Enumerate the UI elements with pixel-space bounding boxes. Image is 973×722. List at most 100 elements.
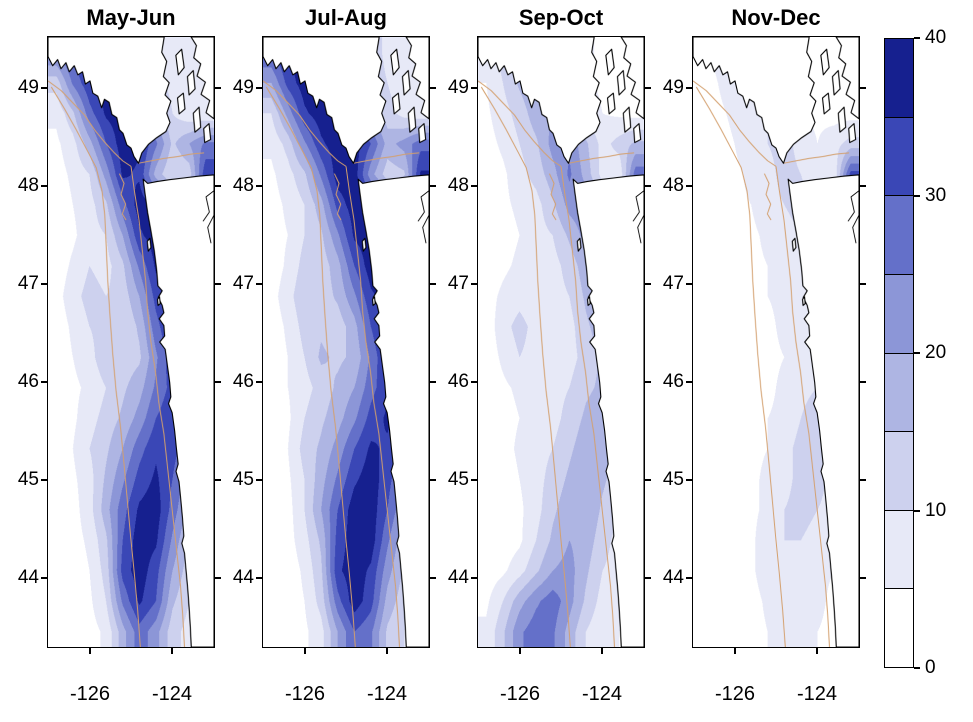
lon-tick-label: -124 [366, 683, 407, 705]
lon-tick-label: -124 [581, 683, 622, 705]
lat-tick-mark [430, 87, 436, 90]
lat-tick-mark [256, 478, 262, 481]
colorbar-segment [885, 195, 913, 274]
map-plot-1 [47, 36, 215, 648]
lat-tick-mark [41, 184, 47, 187]
lat-tick-label: 46 [17, 370, 39, 392]
lat-tick-label: 47 [17, 272, 39, 294]
colorbar-tick-mark [914, 37, 920, 39]
map-plot-2 [262, 36, 430, 648]
colorbar-segment [885, 116, 913, 196]
lat-tick-mark [215, 380, 221, 383]
lat-tick-label: 44 [447, 566, 469, 588]
lat-tick-label: 49 [662, 77, 684, 99]
lat-tick-mark [471, 380, 477, 383]
colorbar-tick-label: 20 [925, 342, 947, 363]
lon-tick-mark [304, 648, 306, 654]
lat-tick-label: 49 [17, 77, 39, 99]
lon-tick-label: -126 [284, 683, 326, 705]
lat-tick-label: 49 [232, 77, 254, 99]
lat-tick-mark [860, 282, 866, 285]
colorbar-tick-label: 10 [925, 499, 947, 521]
colorbar-tick-mark [914, 667, 920, 669]
lat-tick-mark [41, 282, 47, 285]
lat-tick-label: 48 [232, 174, 254, 196]
lat-tick-mark [41, 576, 47, 579]
lat-tick-mark [686, 380, 692, 383]
colorbar-tick-label: 40 [925, 27, 947, 48]
lat-tick-label: 45 [447, 468, 469, 490]
lat-tick-mark [471, 282, 477, 285]
lon-tick-label: -124 [151, 683, 192, 705]
panel-title-jul-aug: Jul-Aug [305, 5, 387, 30]
lat-tick-mark [256, 576, 262, 579]
lat-tick-mark [645, 282, 651, 285]
colorbar [884, 38, 914, 668]
lat-tick-mark [686, 478, 692, 481]
colorbar-segment [885, 588, 913, 667]
lat-tick-mark [215, 184, 221, 187]
lon-tick-mark [89, 648, 91, 654]
lat-tick-mark [430, 380, 436, 383]
lon-tick-mark [600, 648, 603, 654]
colorbar-segment [885, 431, 913, 510]
lat-tick-label: 47 [447, 272, 469, 294]
lat-tick-label: 44 [17, 566, 39, 588]
lat-tick-label: 49 [447, 77, 469, 99]
lat-tick-mark [860, 184, 866, 187]
panel-title-may-jun: May-Jun [86, 5, 176, 30]
lat-tick-mark [430, 478, 436, 481]
lat-tick-mark [860, 478, 866, 481]
map-plot-3 [477, 36, 645, 648]
lat-tick-mark [471, 576, 477, 579]
lat-tick-mark [471, 184, 477, 187]
lat-tick-label: 44 [232, 566, 254, 588]
lat-tick-mark [860, 576, 866, 579]
lon-tick-mark [519, 648, 521, 654]
lat-tick-label: 45 [662, 468, 684, 490]
lat-tick-mark [41, 478, 47, 481]
lat-tick-label: 48 [17, 174, 39, 196]
colorbar-segment [885, 509, 913, 589]
lat-tick-mark [471, 87, 477, 90]
map-canvas-1 [48, 37, 214, 647]
lon-tick-mark [170, 648, 173, 654]
map-canvas-2 [263, 37, 429, 647]
colorbar-tick-mark [914, 194, 920, 197]
map-canvas-4 [693, 37, 859, 647]
map-canvas-3 [478, 37, 644, 647]
lat-tick-mark [645, 478, 651, 481]
lat-tick-mark [686, 87, 692, 90]
lat-tick-mark [215, 87, 221, 90]
lat-tick-mark [645, 380, 651, 383]
lat-tick-label: 46 [447, 370, 469, 392]
colorbar-segment [885, 39, 913, 117]
lon-tick-label: -126 [499, 683, 541, 705]
lat-tick-label: 46 [662, 370, 684, 392]
lat-tick-mark [645, 87, 651, 90]
lat-tick-label: 45 [232, 468, 254, 490]
colorbar-tick-label: 0 [925, 657, 936, 678]
panel-title-sep-oct: Sep-Oct [518, 5, 604, 30]
lon-tick-mark [815, 648, 818, 654]
lat-tick-mark [256, 380, 262, 383]
lat-tick-mark [41, 87, 47, 90]
lat-tick-label: 48 [447, 174, 469, 196]
colorbar-tick-mark [914, 509, 920, 512]
lat-tick-mark [215, 576, 221, 579]
lat-tick-label: 47 [232, 272, 254, 294]
lat-tick-mark [430, 184, 436, 187]
colorbar-tick-mark [914, 352, 920, 354]
lat-tick-mark [256, 282, 262, 285]
lat-tick-label: 48 [662, 174, 684, 196]
lon-tick-mark [734, 648, 736, 654]
lat-tick-label: 45 [17, 468, 39, 490]
lat-tick-mark [471, 478, 477, 481]
lat-tick-mark [860, 87, 866, 90]
lat-tick-mark [41, 380, 47, 383]
map-plot-4 [692, 36, 860, 648]
lat-tick-mark [430, 576, 436, 579]
lon-tick-label: -126 [69, 683, 111, 705]
lat-tick-mark [645, 576, 651, 579]
